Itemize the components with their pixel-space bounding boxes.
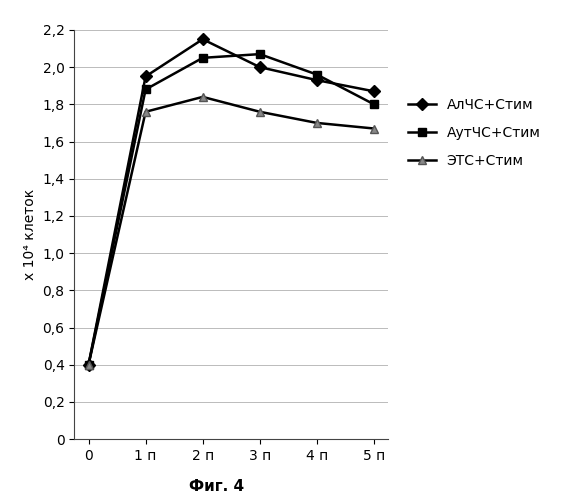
АутЧС+Стим [256, 51, 263, 57]
Legend: АлЧС+Стим, АутЧС+Стим, ЭТС+Стим: АлЧС+Стим, АутЧС+Стим, ЭТС+Стим [408, 98, 541, 168]
ЭТС+Стим [199, 94, 206, 100]
АутЧС+Стим [199, 55, 206, 61]
ЭТС+Стим [142, 109, 149, 115]
АутЧС+Стим [371, 101, 377, 107]
АутЧС+Стим [85, 362, 92, 368]
ЭТС+Стим [85, 362, 92, 368]
ЭТС+Стим [371, 126, 377, 132]
Line: АутЧС+Стим: АутЧС+Стим [85, 50, 378, 369]
Line: ЭТС+Стим: ЭТС+Стим [85, 93, 378, 369]
Line: АлЧС+Стим: АлЧС+Стим [85, 35, 378, 369]
АлЧС+Стим [142, 73, 149, 79]
АлЧС+Стим [371, 88, 377, 94]
АутЧС+Стим [142, 86, 149, 92]
АлЧС+Стим [313, 77, 320, 83]
АлЧС+Стим [85, 362, 92, 368]
АлЧС+Стим [199, 36, 206, 42]
Text: Фиг. 4: Фиг. 4 [190, 479, 244, 494]
АутЧС+Стим [313, 71, 320, 77]
ЭТС+Стим [313, 120, 320, 126]
ЭТС+Стим [256, 109, 263, 115]
Y-axis label: х 10⁴ клеток: х 10⁴ клеток [23, 189, 37, 280]
АлЧС+Стим [256, 64, 263, 70]
